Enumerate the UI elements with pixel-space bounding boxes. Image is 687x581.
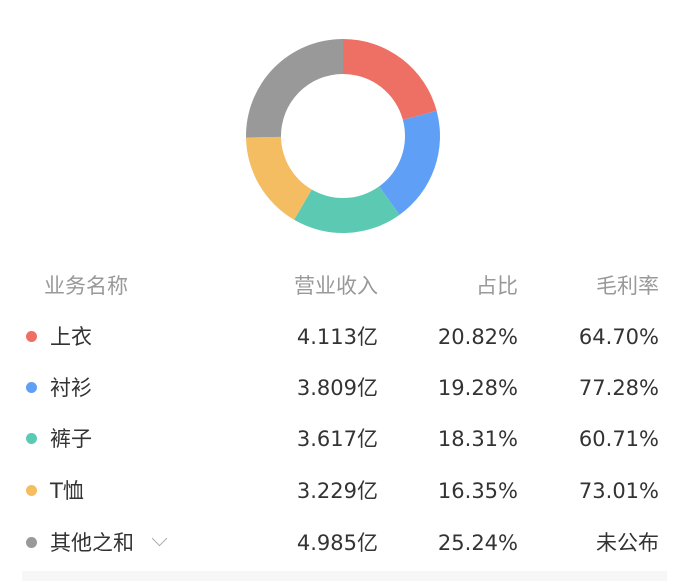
- share: 16.35%: [437, 479, 518, 503]
- donut-slice-3: [294, 186, 400, 233]
- business-name: 其他之和: [50, 531, 134, 555]
- header-margin: 毛利率: [596, 274, 659, 298]
- business-name: T恤: [50, 479, 84, 503]
- revenue: 3.617亿: [296, 427, 378, 451]
- table-row: 裤子 3.617亿 18.31% 60.71%: [0, 419, 687, 459]
- revenue: 3.809亿: [296, 376, 378, 400]
- gross-margin: 77.28%: [578, 376, 659, 400]
- revenue: 3.229亿: [296, 479, 378, 503]
- header-name: 业务名称: [44, 274, 128, 298]
- table-row[interactable]: 其他之和 4.985亿 25.24% 未公布: [0, 523, 687, 563]
- share: 19.28%: [437, 376, 518, 400]
- table-header: 业务名称 营业收入 占比 毛利率: [0, 266, 687, 306]
- chevron-down-icon[interactable]: [151, 530, 168, 547]
- share: 20.82%: [437, 325, 518, 349]
- donut-slice-5: [246, 39, 343, 138]
- gross-margin: 60.71%: [578, 427, 659, 451]
- revenue: 4.985亿: [296, 531, 378, 555]
- legend-dot: [26, 382, 37, 393]
- header-revenue: 营业收入: [294, 274, 378, 298]
- revenue: 4.113亿: [296, 325, 378, 349]
- business-name: 衬衫: [50, 376, 92, 400]
- gross-margin: 73.01%: [578, 479, 659, 503]
- share: 18.31%: [437, 427, 518, 451]
- header-share: 占比: [476, 274, 518, 298]
- legend-dot: [26, 537, 37, 548]
- donut-slice-4: [246, 136, 312, 220]
- business-name: 裤子: [50, 427, 92, 451]
- share: 25.24%: [437, 531, 518, 555]
- donut-slice-1: [343, 39, 437, 120]
- gross-margin: 未公布: [596, 531, 659, 555]
- table-row: T恤 3.229亿 16.35% 73.01%: [0, 471, 687, 511]
- legend-dot: [26, 485, 37, 496]
- table-row: 衬衫 3.809亿 19.28% 77.28%: [0, 368, 687, 408]
- gross-margin: 64.70%: [578, 325, 659, 349]
- business-name: 上衣: [50, 325, 92, 349]
- legend-dot: [26, 331, 37, 342]
- footer-panel: [22, 571, 667, 581]
- legend-dot: [26, 433, 37, 444]
- donut-slice-2: [379, 110, 440, 215]
- donut-chart: [246, 39, 440, 233]
- table-row: 上衣 4.113亿 20.82% 64.70%: [0, 317, 687, 357]
